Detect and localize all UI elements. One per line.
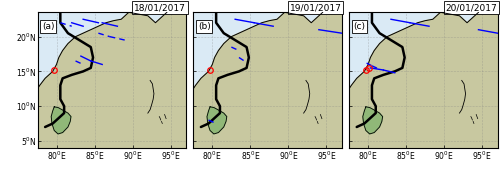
Text: 20/01/2017: 20/01/2017 bbox=[446, 3, 498, 12]
Text: (b): (b) bbox=[198, 22, 210, 31]
Polygon shape bbox=[207, 107, 227, 134]
Polygon shape bbox=[346, 12, 498, 148]
Text: (c): (c) bbox=[354, 22, 366, 31]
Text: 19/01/2017: 19/01/2017 bbox=[290, 3, 342, 12]
Polygon shape bbox=[51, 107, 71, 134]
Polygon shape bbox=[363, 107, 382, 134]
Text: (a): (a) bbox=[42, 22, 54, 31]
Text: 18/01/2017: 18/01/2017 bbox=[134, 3, 186, 12]
Polygon shape bbox=[190, 12, 342, 148]
Polygon shape bbox=[34, 12, 186, 148]
